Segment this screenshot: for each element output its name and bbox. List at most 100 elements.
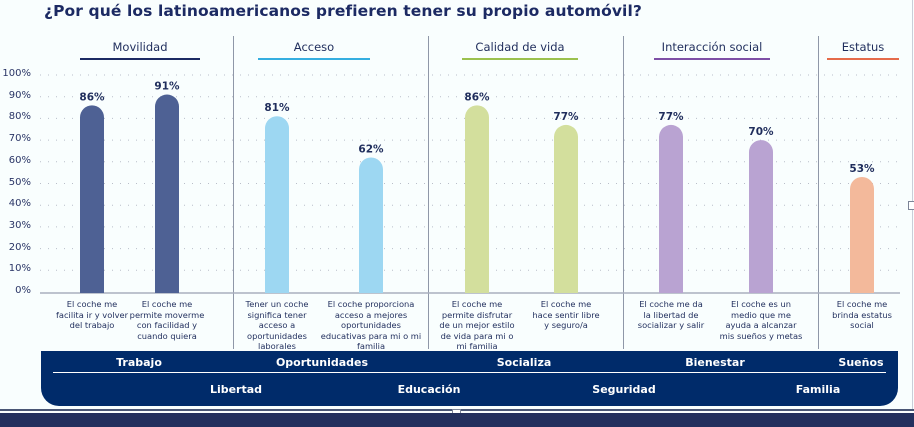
category-label: Acceso <box>293 40 335 54</box>
y-tick-label: 60% <box>8 154 31 166</box>
category-underline <box>827 58 899 60</box>
bar <box>749 140 773 293</box>
x-category-label-line: laborales <box>258 341 296 351</box>
x-category-label: El coche me hace sentir libre y seguro/a <box>511 299 621 331</box>
bar <box>659 124 683 293</box>
x-category-label-line: socializar y salir <box>637 320 705 330</box>
x-category-label-line: significa tener <box>247 309 307 320</box>
y-tick-label: 80% <box>8 111 31 123</box>
x-category-label-line: cuando quiera <box>137 330 197 341</box>
data-label: 77% <box>658 111 684 123</box>
y-tick-label: 0% <box>15 285 31 296</box>
x-category-label: El coche me facilita ir y volver del traba… <box>37 299 147 331</box>
x-category-label-line: con facilidad y <box>136 320 198 330</box>
data-label: 53% <box>849 163 875 175</box>
category-header-calidad-de-vida: Calidad de vida <box>462 40 578 60</box>
x-category-label: El coche me permite disfrutar de un mejor … <box>422 299 532 352</box>
category-underline <box>258 58 370 60</box>
data-label: 91% <box>154 81 180 93</box>
y-tick-label: 50% <box>8 176 31 188</box>
bar <box>155 94 179 294</box>
group-divider <box>623 36 624 349</box>
data-label: 81% <box>264 102 290 114</box>
x-category-label-line: mi familia <box>456 341 498 351</box>
category-header-acceso: Acceso <box>258 40 370 60</box>
keyword-bienestar: Bienestar <box>685 356 745 369</box>
x-category-label-line: El coche me da <box>639 299 703 309</box>
keyword-oportunidades: Oportunidades <box>275 356 369 369</box>
x-category-label-line: brinda estatus <box>832 309 892 320</box>
bar <box>80 105 104 293</box>
keyword-socializa: Socializa <box>496 356 552 369</box>
keyword-familia: Familia <box>795 383 841 396</box>
x-category-label: Tener un coche significa tener acceso a opo… <box>222 299 332 352</box>
x-category-label-line: acceso a mejores <box>334 309 408 320</box>
x-category-label-line: y seguro/a <box>544 320 588 330</box>
x-category-label-line: El coche me <box>836 299 888 309</box>
category-header-movilidad: Movilidad <box>80 40 200 60</box>
x-category-label-line: social <box>850 320 874 330</box>
resize-handle-right[interactable] <box>908 201 914 210</box>
x-category-label: El coche es un medio que me ayuda a alcanz… <box>706 299 816 341</box>
bar-chart: 86% 91% 81% 62% 86% 77% 77% 70% 53% <box>40 74 900 294</box>
data-label: 77% <box>553 111 579 123</box>
y-tick-label: 30% <box>8 219 31 231</box>
category-header-estatus: Estatus <box>827 40 899 60</box>
x-category-label-line: El coche me <box>451 299 503 309</box>
x-category-label: El coche me da la libertad de socializar y… <box>616 299 726 331</box>
x-category-label: El coche me permite moverme con facilidad … <box>112 299 222 341</box>
x-category-label-line: mis sueños y metas <box>719 330 803 341</box>
x-category-label-line: El coche me <box>540 299 592 309</box>
y-tick-label: 100% <box>2 68 31 79</box>
category-header-interaccion-social: Interacción social <box>654 40 770 60</box>
category-underline <box>462 58 578 60</box>
category-underline <box>654 58 770 60</box>
x-category-label-line: ayuda a alcanzar <box>725 320 797 330</box>
x-category-label-line: permite moverme <box>129 309 205 320</box>
band-divider-line <box>53 372 886 373</box>
y-tick-label: 10% <box>8 263 31 275</box>
y-tick-label: 70% <box>8 133 31 145</box>
x-category-label-line: Tener un coche <box>245 299 309 309</box>
y-tick-label: 20% <box>8 241 31 253</box>
x-category-label-line: la libertad de <box>643 309 699 320</box>
keyword-trabajo: Trabajo <box>116 356 162 369</box>
x-category-label-line: educativas para mi o mi <box>320 330 422 341</box>
x-category-label-line: hace sentir libre <box>532 309 600 320</box>
x-category-label-line: familia <box>356 341 386 351</box>
group-divider <box>428 36 429 349</box>
x-category-label: El coche proporciona acceso a mejores opor… <box>316 299 426 352</box>
x-category-label-line: oportunidades <box>247 330 307 341</box>
data-label: 86% <box>79 91 105 103</box>
category-label: Estatus <box>841 40 885 54</box>
x-category-label-line: permite disfrutar <box>441 309 513 320</box>
x-category-label-line: El coche es un <box>731 299 791 309</box>
bar <box>359 157 383 293</box>
x-category-label-line: El coche me <box>66 299 118 309</box>
x-category-label-line: El coche proporciona <box>327 299 415 309</box>
y-tick-label: 90% <box>8 89 31 101</box>
y-tick-label: 40% <box>8 198 31 210</box>
keyword-seguridad: Seguridad <box>592 383 656 396</box>
chart-title: ¿Por qué los latinoamericanos prefieren … <box>44 2 642 20</box>
data-label: 62% <box>358 143 384 155</box>
group-divider <box>233 36 234 349</box>
keyword-libertad: Libertad <box>209 383 263 396</box>
group-divider <box>818 36 819 349</box>
bar <box>265 116 289 293</box>
bar <box>465 105 489 293</box>
category-label: Calidad de vida <box>475 40 565 54</box>
category-label: Movilidad <box>112 40 168 54</box>
category-label: Interacción social <box>661 40 763 54</box>
data-label: 70% <box>748 126 774 138</box>
keywords-band: Trabajo Oportunidades Socializa Bienesta… <box>41 351 898 406</box>
x-category-label-line: del trabajo <box>69 320 115 330</box>
bar <box>554 124 578 293</box>
keyword-educacion: Educación <box>397 383 461 396</box>
footer-bar <box>0 413 914 427</box>
x-category-label: El coche me brinda estatus social <box>807 299 914 331</box>
data-label: 86% <box>464 91 490 103</box>
x-category-label-line: oportunidades <box>341 320 401 330</box>
category-underline <box>80 58 200 60</box>
x-category-label-line: de vida para mi o <box>440 330 514 341</box>
